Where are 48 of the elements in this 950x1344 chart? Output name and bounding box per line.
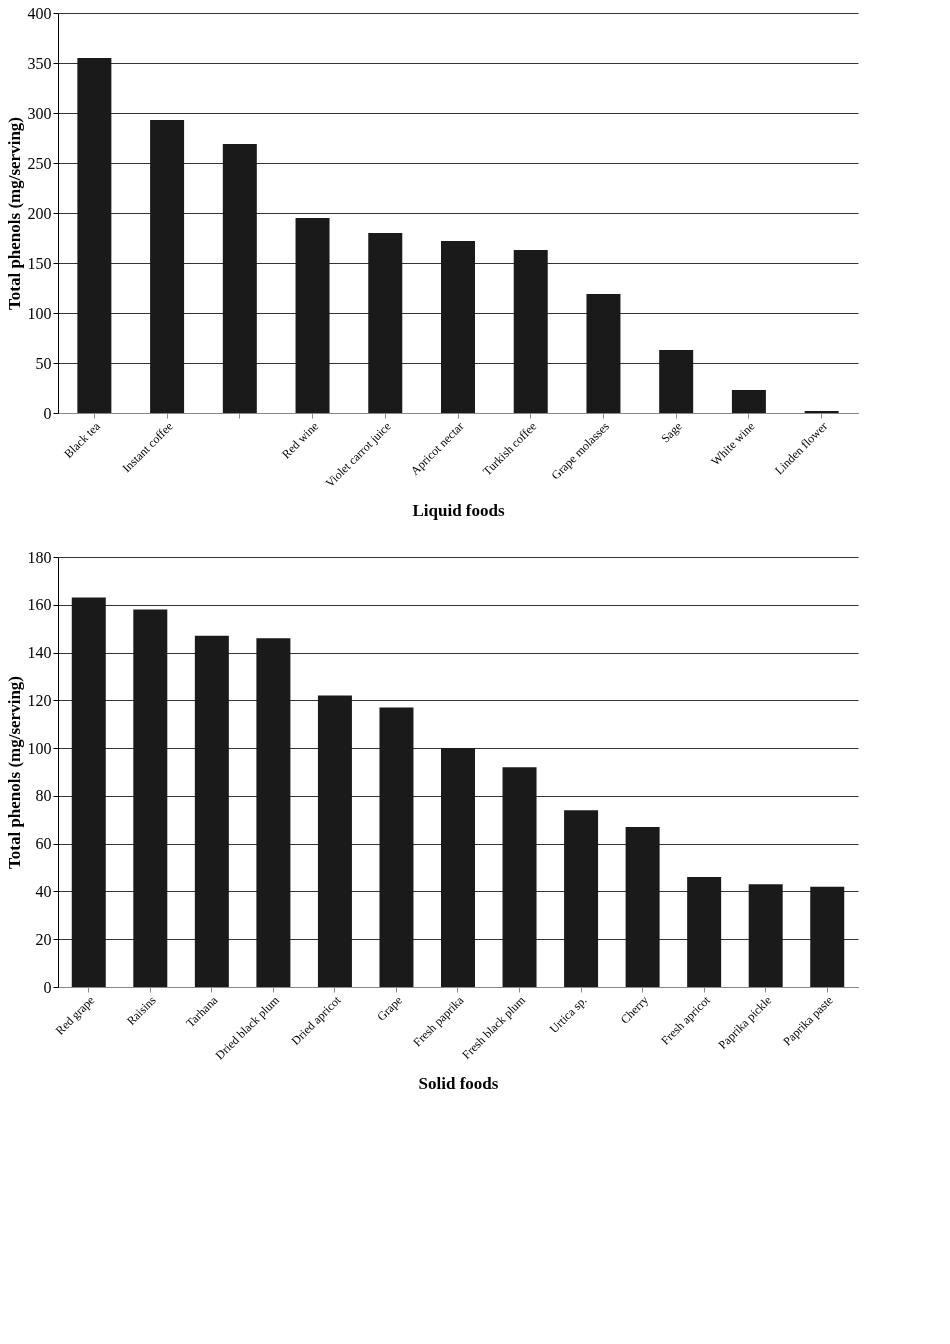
bar [295, 218, 330, 413]
x-tick-label: Red wine [278, 419, 322, 462]
y-axis-title: Total phenols (mg/serving) [4, 116, 24, 311]
y-tick-label: 120 [27, 691, 52, 709]
bar [222, 144, 257, 413]
bar [810, 886, 845, 987]
y-tick-label: 250 [27, 154, 52, 172]
bar [502, 767, 537, 987]
bar [748, 884, 783, 987]
x-axis-title: Solid foods [418, 1073, 499, 1093]
x-axis-title: Liquid foods [412, 501, 505, 521]
y-tick-label: 200 [27, 204, 52, 222]
bar [441, 748, 475, 987]
bar [71, 597, 106, 987]
y-tick-label: 350 [27, 54, 52, 72]
bar [194, 635, 229, 987]
y-tick-label: 0 [43, 978, 52, 996]
x-tick-label: Sage [658, 419, 685, 446]
y-tick-label: 150 [27, 254, 52, 272]
y-tick-label: 50 [35, 354, 52, 372]
y-tick-label: 80 [35, 787, 52, 805]
bar [256, 638, 291, 987]
bar [368, 233, 403, 413]
y-tick-label: 40 [35, 882, 52, 900]
bar [441, 241, 475, 413]
bar [133, 609, 168, 987]
bar [317, 695, 352, 987]
y-tick-label: 400 [27, 4, 52, 22]
y-tick-label: 180 [27, 548, 52, 566]
bar [564, 810, 599, 987]
bar [625, 826, 660, 987]
bar [379, 707, 414, 987]
bar [659, 350, 694, 413]
y-tick-label: 300 [27, 104, 52, 122]
y-tick-label: 20 [35, 930, 52, 948]
y-tick-label: 0 [43, 404, 52, 422]
bar [586, 294, 621, 413]
bar [731, 390, 766, 413]
y-tick-label: 100 [27, 739, 52, 757]
y-tick-label: 100 [27, 304, 52, 322]
bar [513, 250, 548, 413]
y-tick-label: 60 [35, 835, 52, 853]
bar [150, 120, 185, 413]
y-axis-title: Total phenols (mg/serving) [4, 675, 24, 870]
bar [77, 58, 112, 413]
y-tick-label: 140 [27, 644, 52, 662]
y-tick-label: 160 [27, 596, 52, 614]
bar [687, 877, 722, 987]
